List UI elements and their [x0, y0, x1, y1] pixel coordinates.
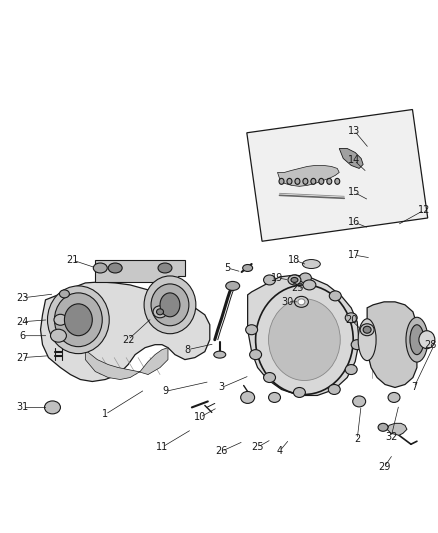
Ellipse shape	[264, 275, 276, 285]
Ellipse shape	[47, 286, 109, 353]
Ellipse shape	[250, 350, 261, 360]
Ellipse shape	[291, 278, 298, 282]
Text: 17: 17	[348, 250, 360, 260]
Text: 4: 4	[276, 446, 283, 456]
Text: 14: 14	[348, 156, 360, 165]
Text: 1: 1	[102, 409, 108, 419]
Ellipse shape	[353, 396, 366, 407]
Ellipse shape	[64, 304, 92, 336]
Ellipse shape	[419, 330, 435, 349]
Ellipse shape	[335, 179, 340, 184]
Ellipse shape	[327, 179, 332, 184]
Ellipse shape	[388, 392, 400, 402]
Polygon shape	[387, 423, 407, 435]
Ellipse shape	[351, 340, 363, 350]
Text: 3: 3	[219, 383, 225, 392]
Text: 22: 22	[122, 335, 134, 345]
Ellipse shape	[378, 423, 388, 431]
Polygon shape	[247, 275, 359, 395]
Ellipse shape	[302, 260, 320, 269]
Text: 2: 2	[354, 434, 360, 445]
Ellipse shape	[303, 179, 308, 184]
Ellipse shape	[54, 293, 102, 346]
Text: 28: 28	[425, 340, 437, 350]
Ellipse shape	[295, 179, 300, 184]
Text: 25: 25	[251, 442, 264, 452]
Ellipse shape	[328, 384, 340, 394]
Text: 18: 18	[288, 255, 300, 265]
Polygon shape	[41, 282, 210, 382]
Ellipse shape	[293, 387, 305, 398]
Polygon shape	[339, 149, 363, 168]
Ellipse shape	[358, 319, 376, 361]
Ellipse shape	[153, 306, 167, 318]
Ellipse shape	[264, 373, 276, 383]
Polygon shape	[247, 109, 428, 241]
Ellipse shape	[345, 313, 357, 323]
Ellipse shape	[151, 284, 189, 326]
Text: 11: 11	[156, 442, 168, 452]
Polygon shape	[85, 345, 168, 379]
Ellipse shape	[144, 276, 196, 334]
Text: 25: 25	[291, 283, 304, 293]
Polygon shape	[278, 165, 339, 187]
Ellipse shape	[214, 351, 226, 358]
Ellipse shape	[226, 281, 240, 290]
Ellipse shape	[246, 325, 258, 335]
Ellipse shape	[294, 296, 308, 308]
Text: 15: 15	[348, 187, 360, 197]
Text: 21: 21	[66, 255, 78, 265]
Text: 9: 9	[162, 386, 168, 397]
Ellipse shape	[93, 263, 107, 273]
Polygon shape	[95, 260, 185, 282]
Text: 12: 12	[418, 205, 430, 215]
Text: 7: 7	[411, 383, 417, 392]
Ellipse shape	[45, 401, 60, 414]
Text: 27: 27	[16, 353, 29, 362]
Text: 30: 30	[281, 297, 293, 307]
Ellipse shape	[268, 299, 340, 381]
Ellipse shape	[268, 392, 280, 402]
Ellipse shape	[243, 264, 253, 271]
Text: 5: 5	[225, 263, 231, 273]
Text: 29: 29	[378, 462, 390, 472]
Ellipse shape	[287, 179, 292, 184]
Ellipse shape	[329, 291, 341, 301]
Ellipse shape	[156, 309, 163, 315]
Ellipse shape	[288, 275, 301, 285]
Text: 31: 31	[17, 402, 29, 413]
Text: 6: 6	[20, 330, 26, 341]
Ellipse shape	[311, 179, 316, 184]
Ellipse shape	[360, 324, 374, 336]
Text: 32: 32	[385, 432, 397, 442]
Ellipse shape	[345, 365, 357, 375]
Text: 26: 26	[215, 446, 228, 456]
Text: 8: 8	[185, 345, 191, 354]
Ellipse shape	[108, 263, 122, 273]
Ellipse shape	[158, 263, 172, 273]
Text: 19: 19	[272, 273, 284, 283]
Ellipse shape	[303, 280, 316, 290]
Ellipse shape	[298, 299, 305, 305]
Ellipse shape	[160, 293, 180, 317]
Ellipse shape	[300, 273, 311, 283]
Text: 20: 20	[345, 315, 357, 325]
Ellipse shape	[363, 326, 371, 333]
Ellipse shape	[406, 317, 428, 362]
Ellipse shape	[54, 314, 67, 325]
Text: 10: 10	[194, 413, 206, 422]
Text: 16: 16	[348, 217, 360, 227]
Text: 13: 13	[348, 126, 360, 135]
Polygon shape	[367, 302, 417, 387]
Ellipse shape	[50, 329, 67, 342]
Ellipse shape	[60, 290, 69, 298]
Ellipse shape	[279, 179, 284, 184]
Text: 24: 24	[16, 317, 29, 327]
Ellipse shape	[319, 179, 324, 184]
Ellipse shape	[240, 391, 254, 403]
Ellipse shape	[410, 325, 424, 354]
Text: 23: 23	[16, 293, 29, 303]
